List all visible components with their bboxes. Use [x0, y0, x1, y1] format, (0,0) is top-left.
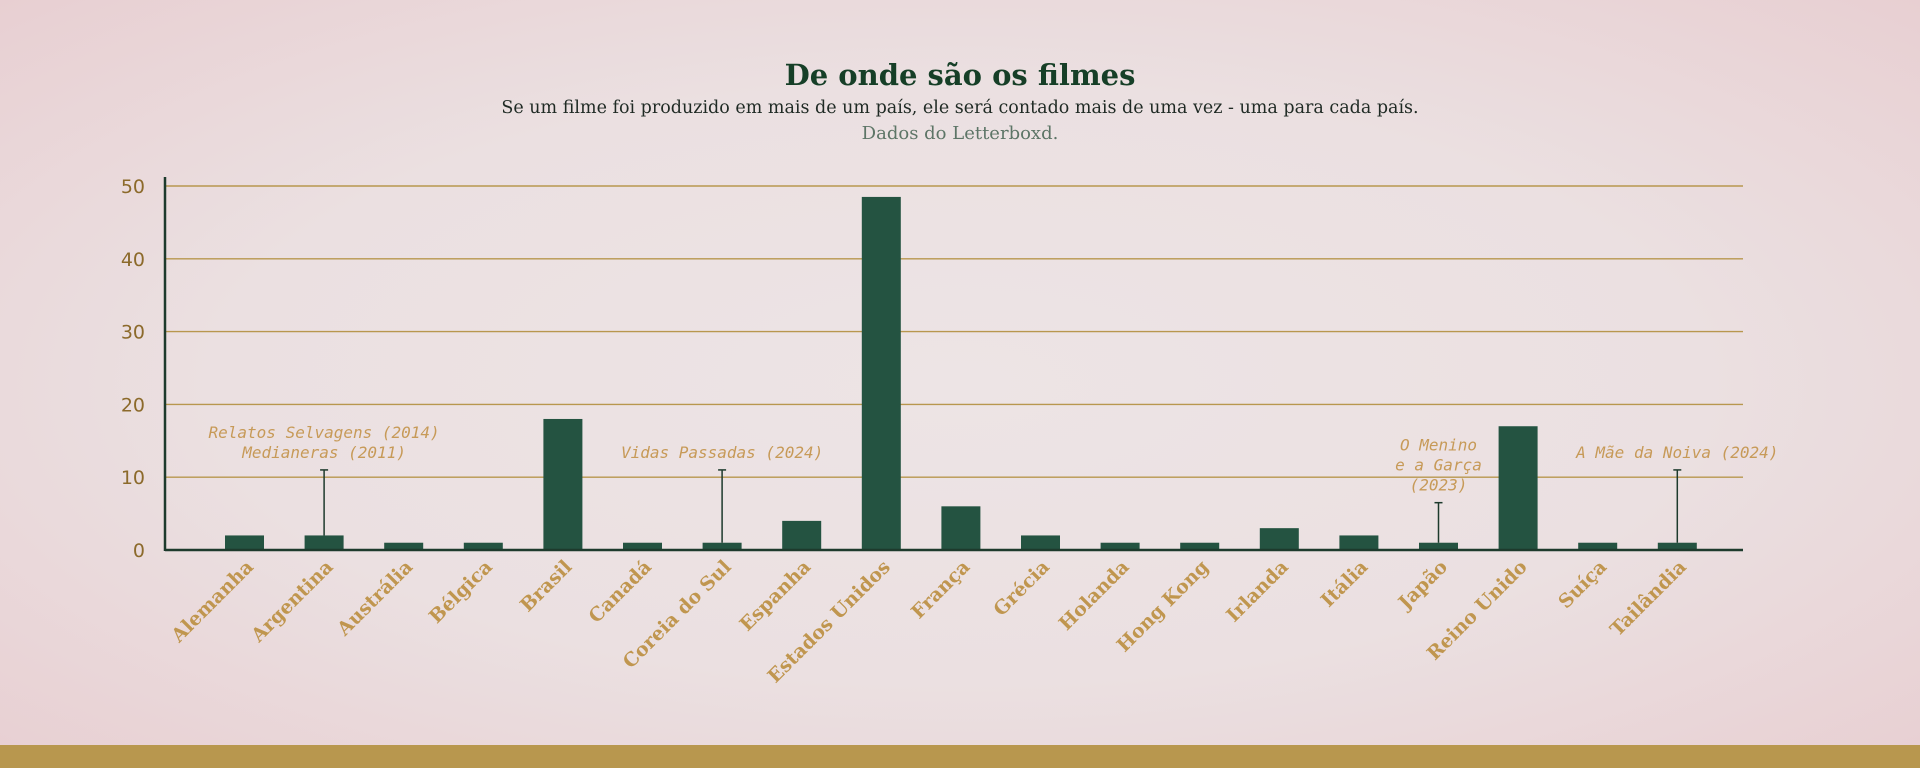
x-tick-label: Alemanha — [167, 556, 259, 648]
x-tick-label: Irlanda — [1222, 556, 1293, 627]
bar — [1021, 535, 1060, 550]
x-tick-label: Grécia — [989, 556, 1054, 621]
y-tick-label: 20 — [121, 394, 145, 416]
bar — [1657, 542, 1697, 550]
x-tick-label: Argentina — [246, 556, 337, 647]
bar — [463, 542, 503, 550]
chart-subtitle: Se um filme foi produzido em mais de um … — [501, 98, 1418, 118]
bar — [304, 535, 344, 550]
gridlines — [165, 185, 1743, 478]
x-tick-label: Holanda — [1055, 556, 1134, 635]
chart-title: De onde são os filmes — [785, 58, 1136, 92]
bar — [623, 542, 662, 550]
bar — [1100, 542, 1140, 550]
x-tick-label: Bélgica — [425, 556, 497, 628]
x-tick-label: Canadá — [585, 556, 657, 628]
y-tick-label: 0 — [133, 540, 145, 562]
bar — [225, 535, 264, 550]
annotation-label: (2023) — [1410, 476, 1468, 495]
annotation-label: A Mãe da Noiva (2024) — [1575, 443, 1778, 462]
bar — [702, 542, 742, 550]
x-tick-label: Japão — [1393, 556, 1452, 615]
annotation-label: e a Garça — [1395, 456, 1482, 475]
bar — [1339, 535, 1379, 550]
y-tick-label: 40 — [121, 249, 145, 271]
y-tick-label: 30 — [121, 322, 145, 344]
y-tick-label: 10 — [121, 467, 145, 489]
x-tick-label: França — [907, 556, 974, 623]
annotation-label: Relatos Selvagens (2014) — [209, 423, 440, 442]
bar — [1498, 426, 1538, 550]
bar — [1259, 528, 1299, 550]
chart-source: Dados do Letterboxd. — [862, 123, 1059, 144]
x-tick-label: Austrália — [332, 556, 417, 641]
x-tick-label: Brasil — [516, 556, 576, 616]
annotation-label: O Menino — [1400, 436, 1477, 455]
y-tick-labels: 0 10 20 30 40 50 — [121, 176, 145, 562]
bar — [1419, 542, 1458, 550]
x-tick-label: Tailândia — [1606, 556, 1691, 641]
y-tick-label: 50 — [121, 176, 145, 198]
annotation-label: Vidas Passadas (2024) — [621, 443, 823, 462]
x-tick-label: Espanha — [736, 556, 816, 636]
bars — [225, 196, 1697, 551]
x-tick-label: Itália — [1317, 556, 1373, 612]
bar — [782, 520, 822, 550]
annotation-label: Medianeras (2011) — [241, 443, 406, 462]
x-tick-label: Suíça — [1554, 556, 1611, 613]
bar — [543, 418, 583, 550]
bar — [1578, 542, 1618, 550]
axes — [163, 177, 1743, 552]
bar — [941, 506, 981, 550]
footer-band — [0, 745, 1920, 768]
bar — [384, 542, 424, 550]
annotations: Relatos Selvagens (2014)Medianeras (2011… — [209, 423, 1778, 543]
bar — [1180, 542, 1220, 550]
bar — [861, 196, 901, 551]
